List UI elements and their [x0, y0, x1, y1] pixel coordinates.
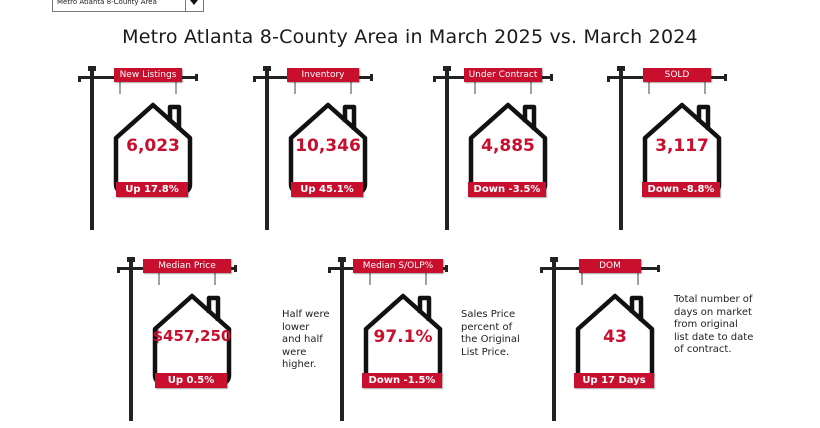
sold-sign: SOLD 3,117 Down -8.8%: [597, 66, 747, 232]
sign-value: 3,117: [655, 136, 709, 156]
sign-label: Median Price: [143, 259, 231, 273]
page-title: Metro Atlanta 8-County Area in March 202…: [122, 26, 698, 48]
sign-value: 43: [603, 327, 627, 347]
sign-post: [129, 261, 133, 421]
under-contract-sign: Under Contract 4,885 Down -3.5%: [423, 66, 573, 232]
median-solp-note: Sales Price percent of the Original List…: [461, 309, 520, 358]
area-selector[interactable]: Metro Atlanta 8-County Area: [52, 0, 204, 12]
sign-label: Inventory: [287, 68, 359, 82]
new-listings-sign: New Listings 6,023 Up 17.8%: [68, 66, 218, 232]
sign-label: New Listings: [114, 68, 182, 82]
inventory-sign: Inventory 10,346 Up 45.1%: [243, 66, 393, 232]
sign-post: [619, 70, 623, 230]
sign-post: [90, 70, 94, 230]
sign-post: [265, 70, 269, 230]
sign-value: 10,346: [295, 136, 361, 156]
sign-value: 6,023: [126, 136, 180, 156]
sign-label: Under Contract: [464, 68, 542, 82]
dom-note: Total number of days on market from orig…: [674, 294, 754, 355]
sign-post: [340, 261, 344, 421]
sign-label: Median S/OLP%: [353, 259, 443, 273]
sign-change: Up 17 Days: [574, 373, 654, 388]
sign-label: SOLD: [643, 68, 711, 82]
median-price-sign: Median Price $457,250 Up 0.5%: [107, 257, 257, 423]
sign-change: Up 17.8%: [116, 182, 188, 197]
sign-change: Down -3.5%: [468, 182, 546, 197]
sign-change: Down -8.8%: [642, 182, 720, 197]
median-price-note: Half were lower and half were higher.: [282, 309, 330, 370]
sign-value: 97.1%: [373, 327, 433, 347]
sign-change: Down -1.5%: [362, 373, 442, 388]
chevron-down-icon[interactable]: [185, 0, 203, 11]
median-solp-sign: Median S/OLP% 97.1% Down -1.5%: [318, 257, 468, 423]
area-selector-value: Metro Atlanta 8-County Area: [57, 0, 157, 6]
sign-value: 4,885: [481, 136, 535, 156]
sign-change: Up 0.5%: [155, 373, 227, 388]
sign-label: DOM: [579, 259, 641, 273]
dom-sign: DOM 43 Up 17 Days: [530, 257, 680, 423]
sign-post: [552, 261, 556, 421]
sign-change: Up 45.1%: [291, 182, 363, 197]
sign-post: [445, 70, 449, 230]
sign-value: $457,250: [152, 327, 232, 345]
